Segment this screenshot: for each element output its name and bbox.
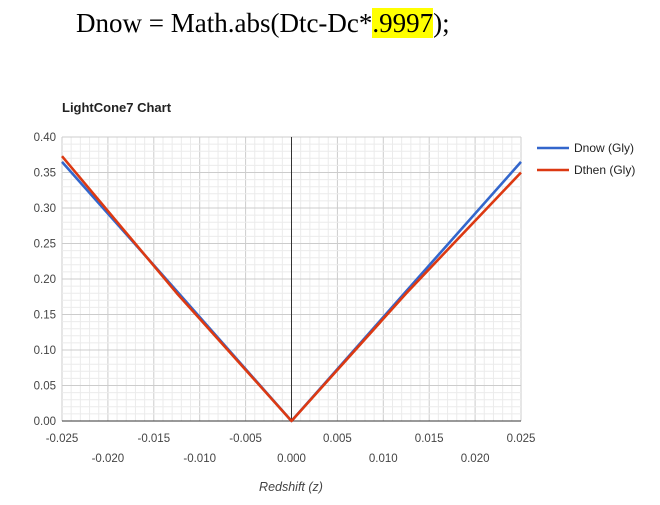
- x-tick-label-upper: 0.015: [415, 433, 444, 445]
- formula-highlight: .9997: [372, 8, 434, 38]
- y-tick-label: 0.00: [34, 416, 56, 428]
- x-tick-label-lower: 0.000: [277, 453, 306, 465]
- chart-grid: [61, 136, 522, 422]
- x-tick-label-lower: -0.020: [92, 453, 125, 465]
- legend-label-2: Dthen (Gly): [574, 163, 635, 177]
- y-tick-label: 0.15: [34, 310, 56, 322]
- formula-prefix: Dnow = Math.abs(Dtc-Dc*: [76, 8, 373, 38]
- x-tick-label-upper: 0.025: [507, 433, 536, 445]
- chart-title: LightCone7 Chart: [62, 100, 172, 115]
- y-tick-label: 0.10: [34, 345, 56, 357]
- legend-label-1: Dnow (Gly): [574, 141, 634, 155]
- x-tick-label-upper: -0.025: [46, 433, 79, 445]
- y-tick-label: 0.20: [34, 274, 56, 286]
- x-tick-label-upper: 0.005: [323, 433, 352, 445]
- x-tick-label-upper: -0.015: [137, 433, 170, 445]
- formula-suffix: );: [433, 8, 450, 38]
- series-line-2: [61, 155, 522, 423]
- y-tick-label: 0.25: [34, 239, 56, 251]
- x-tick-label-lower: -0.010: [183, 453, 216, 465]
- x-axis-label: Redshift (z): [259, 480, 323, 494]
- chart-series: [61, 155, 522, 423]
- formula-text: Dnow = Math.abs(Dtc-Dc*.9997);: [76, 8, 450, 39]
- chart-tick-labels: 0.00 0.05 0.10 0.15 0.20 0.25 0.30 0.35 0.40 -0.0…: [34, 132, 536, 465]
- chart-legend: Dnow (Gly) Dthen (Gly): [537, 141, 635, 177]
- x-tick-label-lower: 0.010: [369, 453, 398, 465]
- y-tick-label: 0.05: [34, 381, 56, 393]
- x-tick-label-lower: 0.020: [461, 453, 490, 465]
- y-tick-label: 0.30: [34, 203, 56, 215]
- x-tick-label-upper: -0.005: [229, 433, 262, 445]
- y-tick-label: 0.35: [34, 168, 56, 180]
- y-tick-label: 0.40: [34, 132, 56, 144]
